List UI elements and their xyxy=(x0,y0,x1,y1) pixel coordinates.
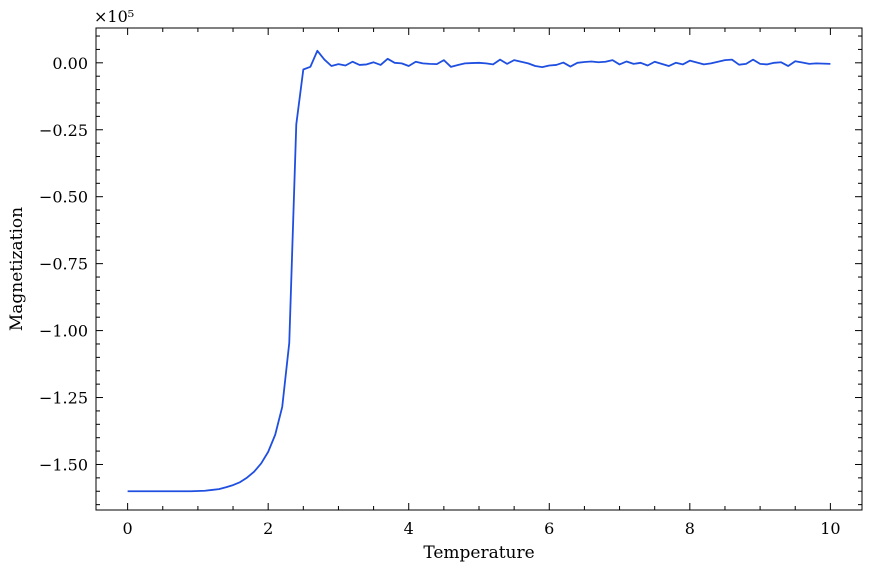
axis-ticks xyxy=(96,28,862,510)
y-tick-label: −1.00 xyxy=(39,322,88,341)
y-tick-label: −1.25 xyxy=(39,389,88,408)
x-axis-label: Temperature xyxy=(423,543,534,563)
axis-tick-labels: 0 2 4 6 8 10 0.00 −0.25 −0.50 −0.75 −1.00 −1.25 −1.5… xyxy=(39,54,841,538)
x-tick-label: 2 xyxy=(263,519,273,538)
series-group xyxy=(127,49,831,493)
y-tick-label: −1.50 xyxy=(39,455,88,474)
plot-area xyxy=(95,27,863,511)
y-tick-label: −0.75 xyxy=(39,255,88,274)
y-axis-offset-label: ×10⁵ xyxy=(94,7,134,26)
y-tick-label: −0.25 xyxy=(39,121,88,140)
y-axis-label: Magnetization xyxy=(7,207,27,331)
x-tick-label: 4 xyxy=(404,519,414,538)
x-tick-label: 0 xyxy=(123,519,133,538)
x-tick-label: 8 xyxy=(685,519,695,538)
y-tick-label: 0.00 xyxy=(52,54,88,73)
series-line-0 xyxy=(127,49,831,493)
y-tick-label: −0.50 xyxy=(39,188,88,207)
x-tick-label: 6 xyxy=(544,519,554,538)
x-tick-label: 10 xyxy=(820,519,840,538)
